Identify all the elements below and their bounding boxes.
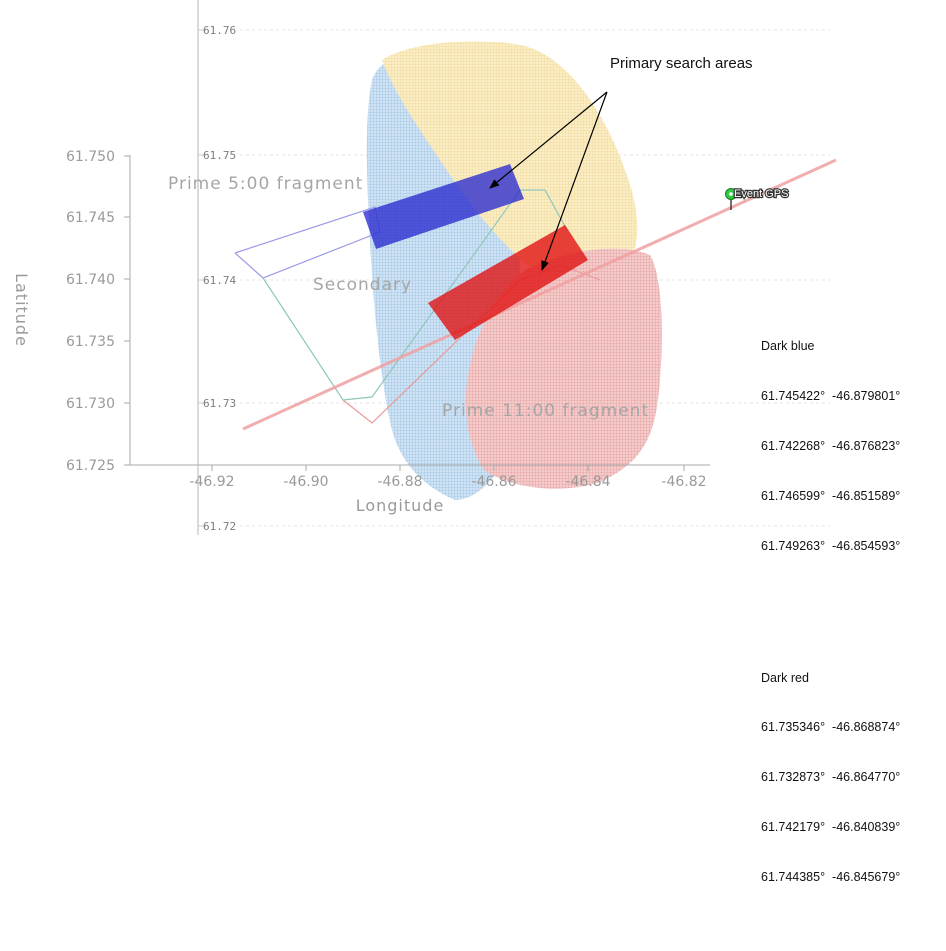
- x-axis-title: Longitude: [356, 496, 445, 515]
- overlay-y-tick-label: 61.76: [203, 24, 236, 37]
- overlay-y-tick-label: 61.74: [203, 274, 236, 287]
- coordinate-row: 61.742179° -46.840839°: [761, 820, 901, 834]
- prime-500-label: Prime 5:00 fragment: [168, 174, 363, 194]
- x-tick-label: -46.90: [283, 474, 328, 490]
- map-figure: 61.750 61.745 61.740 61.735 61.730 61.72…: [12, 0, 837, 535]
- base-x-ticks: -46.92 -46.90 -46.88 -46.86 -46.84 -46.8…: [189, 474, 706, 490]
- coordinate-row: 61.742268° -46.876823°: [761, 438, 901, 453]
- base-axes: [124, 155, 710, 471]
- prime-1100-label: Prime 11:00 fragment: [442, 401, 649, 421]
- scatter-cloud-pink: [465, 248, 662, 489]
- y-tick-label: 61.750: [66, 149, 115, 165]
- y-tick-label: 61.730: [66, 396, 115, 412]
- overlay-y-tick-label: 61.75: [203, 149, 236, 162]
- coordinate-row: 61.746599° -46.851589°: [761, 488, 901, 503]
- coordinate-row: 61.735346° -46.868874°: [761, 720, 901, 735]
- coordinate-row: 61.732873° -46.864770°: [761, 770, 901, 785]
- x-tick-label: -46.82: [661, 474, 706, 490]
- dark-blue-coordinates: Dark blue 61.745422° -46.879801° 61.7422…: [761, 305, 900, 587]
- x-tick-label: -46.86: [471, 474, 516, 490]
- y-tick-label: 61.745: [66, 210, 115, 226]
- event-gps-label: Event GPS: [734, 188, 788, 200]
- dark-blue-search-area: [363, 164, 524, 249]
- y-tick-label: 61.735: [66, 334, 115, 350]
- x-tick-label: -46.92: [189, 474, 234, 490]
- x-tick-label: -46.84: [565, 474, 610, 490]
- dark-red-coordinates: Dark red 61.735346° -46.868874° 61.73287…: [761, 636, 900, 918]
- coordinate-row: 61.745422° -46.879801°: [761, 389, 901, 404]
- map-pin-icon: [725, 188, 737, 210]
- y-axis-title: Latitude: [12, 273, 31, 347]
- callout-arrow: [541, 91, 608, 271]
- x-tick-label: -46.88: [377, 474, 422, 490]
- callout-arrow: [489, 91, 608, 189]
- event-gps-marker[interactable]: Event GPS: [725, 187, 790, 210]
- prime-500-outline: [234, 206, 381, 279]
- primary-search-label: Primary search areas: [610, 55, 753, 72]
- overlay-y-tick-label: 61.72: [203, 520, 236, 533]
- y-tick-label: 61.740: [66, 272, 115, 288]
- base-y-ticks: 61.750 61.745 61.740 61.735 61.730 61.72…: [66, 149, 115, 474]
- coordinate-row: 61.744385° -46.845679°: [761, 869, 901, 884]
- overlay-axis: 61.76 61.75 61.74 61.73 61.72: [197, 0, 236, 535]
- secondary-label: Secondary: [313, 275, 412, 295]
- y-tick-label: 61.725: [66, 458, 115, 474]
- dark-red-heading: Dark red: [761, 670, 809, 685]
- trajectory: [242, 158, 837, 431]
- dark-blue-heading: Dark blue: [761, 339, 815, 354]
- overlay-y-tick-label: 61.73: [203, 397, 236, 410]
- coordinate-row: 61.749263° -46.854593°: [761, 538, 901, 553]
- coordinate-panel: Dark blue 61.745422° -46.879801° 61.7422…: [761, 272, 900, 951]
